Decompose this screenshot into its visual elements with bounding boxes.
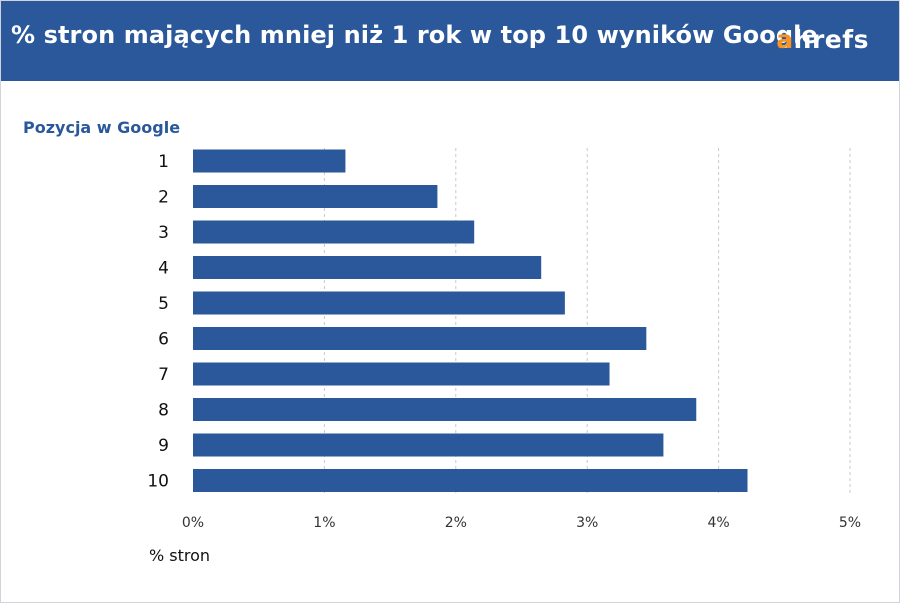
header-bar: % stron mających mniej niż 1 rok w top 1…: [1, 1, 899, 81]
bar: [193, 185, 438, 208]
x-tick-label: 3%: [576, 515, 598, 531]
category-label: 4: [158, 259, 169, 279]
x-tick-label: 0%: [182, 515, 204, 531]
x-tick-label: 4%: [707, 515, 729, 531]
logo-letter-a: a: [776, 25, 794, 54]
bar: [193, 433, 664, 457]
x-tick-label: 1%: [313, 515, 335, 531]
bar: [193, 149, 346, 173]
bar: [193, 469, 748, 492]
category-label: 7: [158, 365, 169, 385]
bar: [193, 256, 542, 279]
x-axis-title: % stron: [149, 546, 210, 565]
bars: [193, 149, 748, 492]
bar: [193, 220, 475, 244]
chart-title: % stron mających mniej niż 1 rok w top 1…: [11, 21, 818, 49]
bar: [193, 291, 565, 315]
y-axis-title: Pozycja w Google: [23, 118, 180, 137]
bar: [193, 362, 610, 386]
bar: [193, 398, 697, 421]
category-label: 6: [158, 330, 169, 350]
category-label: 1: [158, 152, 169, 172]
category-label: 9: [158, 436, 169, 456]
x-tick-label: 2%: [445, 515, 467, 531]
ahrefs-logo: ahrefs: [776, 25, 869, 54]
x-tick-label: 5%: [839, 515, 861, 531]
x-tick-labels: 0% 1% 2% 3% 4% 5%: [182, 515, 861, 531]
category-label: 8: [158, 401, 169, 421]
category-label: 5: [158, 294, 169, 314]
category-label: 2: [158, 188, 169, 208]
category-label: 3: [158, 223, 169, 243]
category-labels: 1 2 3 4 5 6 7 8 9 10: [147, 152, 169, 492]
logo-letters-rest: hrefs: [793, 25, 869, 54]
category-label: 10: [147, 472, 169, 492]
bar: [193, 327, 647, 350]
